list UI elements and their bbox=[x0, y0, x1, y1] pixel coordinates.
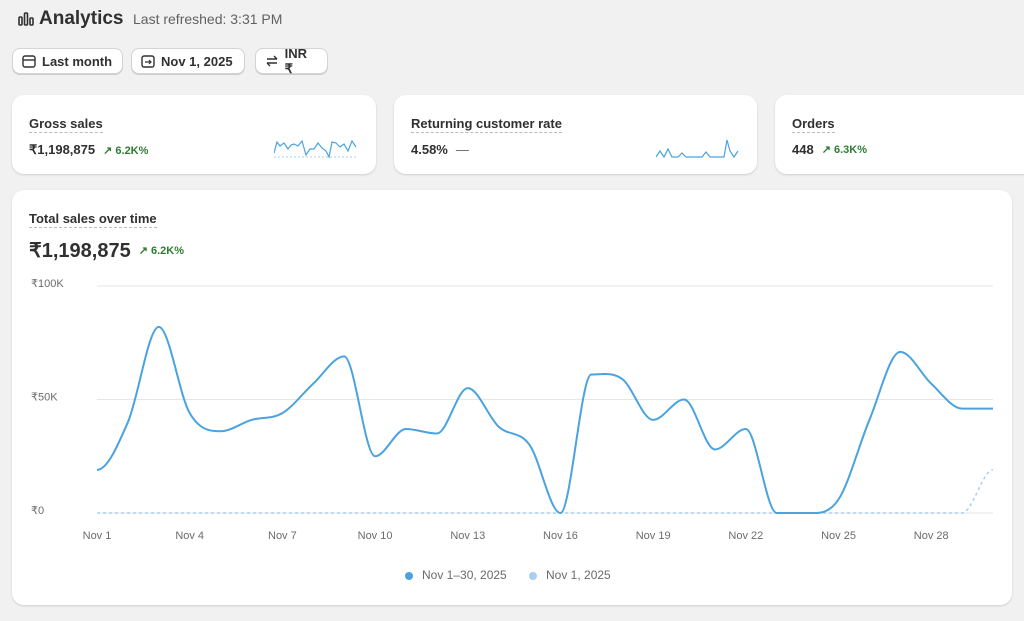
calendar-icon bbox=[22, 55, 36, 68]
swap-icon bbox=[266, 55, 278, 67]
metric-card[interactable]: Returning customer rate 4.58% — bbox=[394, 95, 757, 174]
x-tick-label: Nov 10 bbox=[358, 530, 393, 542]
card-value: 4.58% bbox=[411, 142, 448, 157]
y-tick-label: ₹0 bbox=[31, 505, 44, 517]
chart: ₹0 ₹50K ₹100K Nov 1 Nov 4 Nov 7 Nov 10 Nov 13 No… bbox=[31, 278, 994, 582]
card-change: ↗ 6.2K% bbox=[103, 144, 149, 157]
x-tick-label: Nov 13 bbox=[450, 530, 485, 542]
button-label: INR ₹ bbox=[284, 45, 308, 76]
card-change: — bbox=[455, 142, 469, 157]
legend-marker bbox=[529, 572, 537, 580]
x-tick-label: Nov 28 bbox=[914, 530, 949, 542]
calendar-icon bbox=[141, 55, 155, 68]
card-value-row: 4.58% — bbox=[411, 142, 469, 157]
change-text: 6.2K% bbox=[115, 144, 149, 157]
change-text: 6.3K% bbox=[833, 144, 868, 156]
x-tick-label: Nov 25 bbox=[821, 530, 856, 542]
legend-marker bbox=[405, 572, 413, 580]
card-title: Returning customer rate bbox=[411, 116, 562, 133]
legend-label: Nov 1, 2025 bbox=[546, 568, 611, 582]
card-title: Orders bbox=[792, 116, 835, 133]
card-value-row: 448 ↗ 6.3K% bbox=[792, 142, 867, 157]
chart-card: Total sales over time ₹1,198,875 ↗ 6.2K% … bbox=[12, 190, 1012, 605]
card-value: ₹1,198,875 bbox=[29, 142, 96, 157]
card-title: Gross sales bbox=[29, 116, 103, 133]
x-tick-label: Nov 1 bbox=[83, 530, 112, 542]
date-range-button[interactable]: Last month bbox=[12, 48, 123, 74]
series-line bbox=[96, 325, 993, 515]
x-tick-label: Nov 4 bbox=[175, 530, 204, 542]
y-tick-label: ₹50K bbox=[31, 391, 58, 403]
sparkline bbox=[656, 139, 739, 159]
series-line bbox=[97, 469, 994, 514]
change-text: 6.2K% bbox=[150, 245, 185, 257]
chart-total-row: ₹1,198,875 ↗ 6.2K% bbox=[29, 238, 184, 263]
sparkline bbox=[274, 139, 357, 159]
chart-total: ₹1,198,875 bbox=[29, 240, 131, 262]
metric-card[interactable]: Orders 448 ↗ 6.3K% bbox=[775, 95, 1024, 174]
button-label: Nov 1, 2025 bbox=[161, 53, 233, 69]
legend-label: Nov 1–30, 2025 bbox=[422, 568, 507, 582]
analytics-icon bbox=[18, 12, 34, 26]
chart-title: Total sales over time bbox=[29, 211, 157, 228]
chart-change: ↗ 6.2K% bbox=[138, 245, 185, 257]
card-value-row: ₹1,198,875 ↗ 6.2K% bbox=[29, 142, 148, 158]
x-tick-label: Nov 19 bbox=[636, 530, 671, 542]
page-title: Analytics bbox=[39, 8, 124, 29]
y-tick-label: ₹100K bbox=[31, 278, 64, 290]
x-tick-label: Nov 22 bbox=[728, 530, 763, 542]
metric-card[interactable]: Gross sales ₹1,198,875 ↗ 6.2K% bbox=[12, 95, 376, 174]
card-change: ↗ 6.3K% bbox=[821, 144, 868, 156]
refresh-time: Last refreshed: 3:31 PM bbox=[133, 11, 283, 27]
currency-button[interactable]: INR ₹ bbox=[255, 45, 328, 76]
x-tick-label: Nov 16 bbox=[543, 530, 578, 542]
compare-button[interactable]: Nov 1, 2025 bbox=[131, 48, 245, 74]
x-tick-label: Nov 7 bbox=[268, 530, 297, 542]
card-value: 448 bbox=[792, 142, 814, 157]
button-label: Last month bbox=[42, 53, 113, 69]
